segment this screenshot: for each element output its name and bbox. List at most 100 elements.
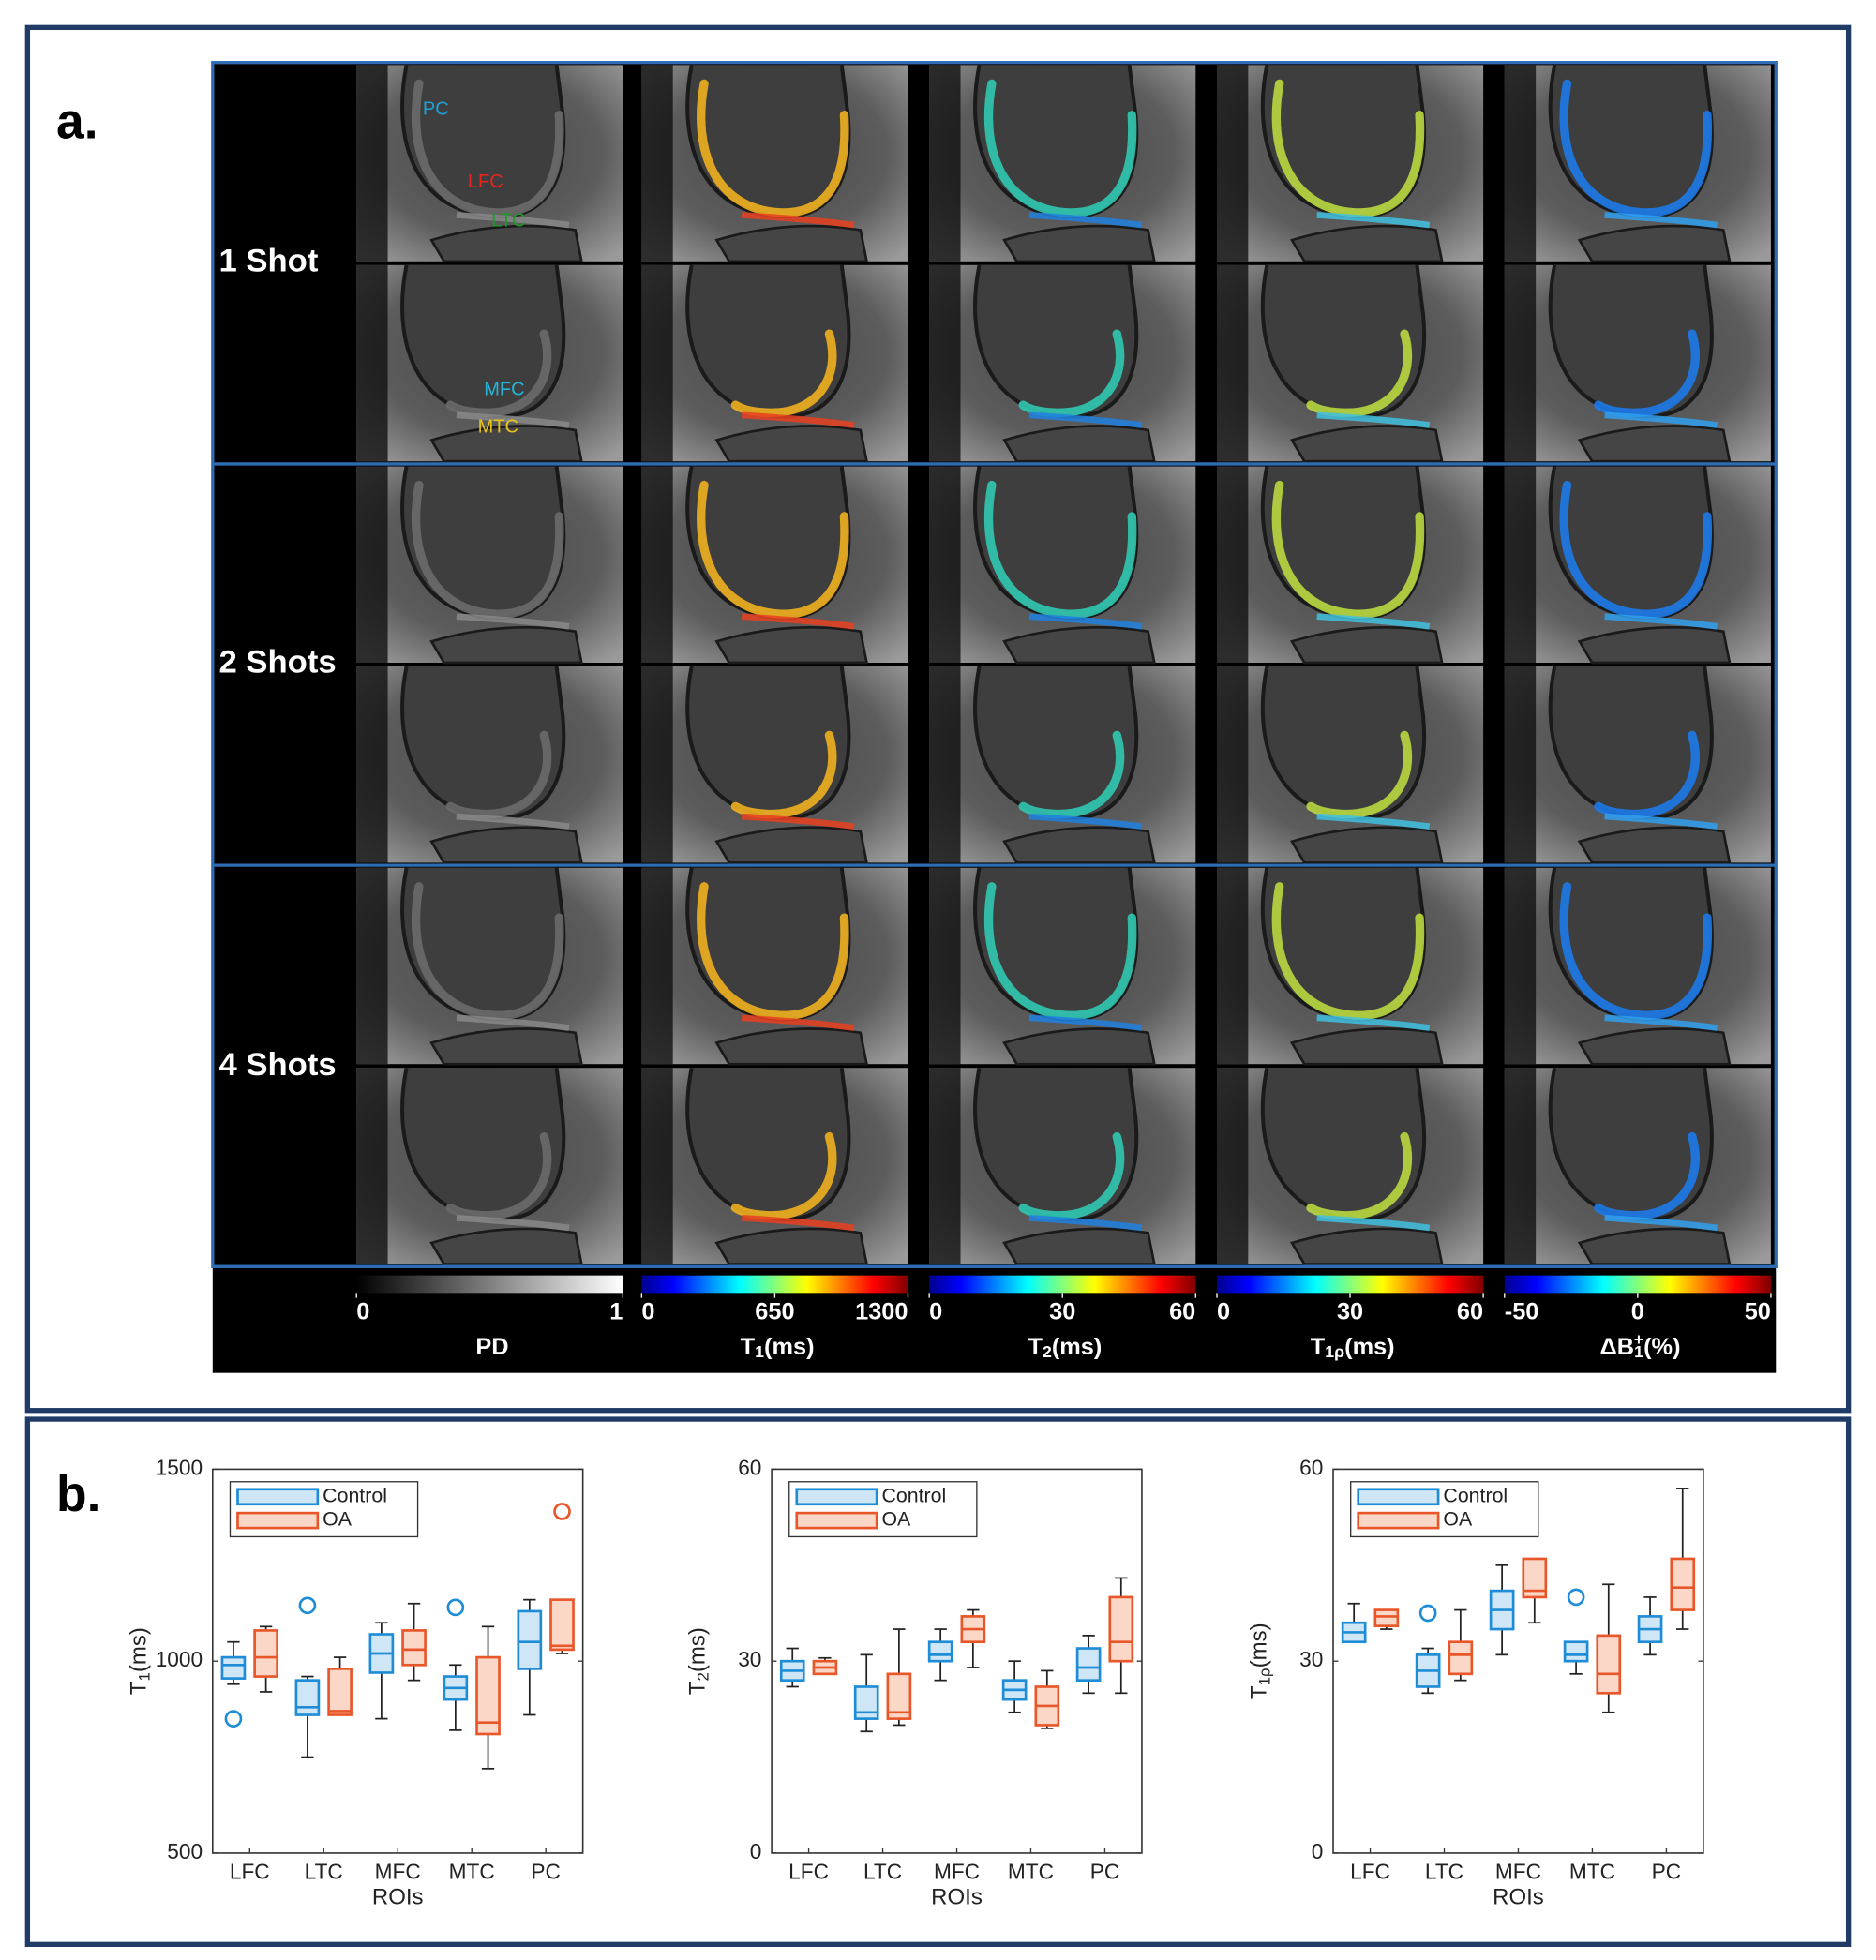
cartilage	[412, 480, 564, 619]
mri-dark-edge	[356, 867, 388, 1065]
mri-dark-edge	[641, 65, 673, 262]
colorbar-tick-label: 50	[1745, 1298, 1771, 1324]
legend-swatch	[795, 1488, 878, 1506]
tibia-outline	[714, 625, 869, 665]
legend-label: Control	[1443, 1484, 1508, 1506]
colorbar-title: T1(ms)	[741, 1334, 815, 1361]
x-tick-label: PC	[531, 1859, 560, 1883]
mri-tile	[641, 867, 908, 1066]
mri-dark-edge	[641, 1068, 673, 1264]
y-tick-label: 30	[1299, 1647, 1323, 1671]
mri-dark-edge	[929, 1068, 961, 1264]
box	[220, 1655, 247, 1680]
row-group-label: 2 Shots	[218, 644, 336, 680]
cartilage	[1028, 613, 1143, 630]
mri-tile	[641, 466, 908, 665]
y-axis-label-part: (ms)	[127, 1627, 152, 1672]
box	[853, 1685, 879, 1720]
colorbar-title: T2(ms)	[1028, 1334, 1102, 1361]
mri-dark-edge	[641, 264, 673, 462]
tibia-outline	[1290, 826, 1444, 864]
cartilage	[730, 730, 837, 819]
mri-dark-edge	[1216, 264, 1249, 462]
mri-tile	[929, 264, 1196, 463]
cartilage	[1018, 329, 1125, 417]
legend-label: Control	[323, 1484, 387, 1506]
mri-dark-edge	[929, 867, 961, 1065]
colorbar	[356, 1275, 623, 1294]
roi-label: MFC	[484, 379, 524, 399]
colorbar-title-part: T	[741, 1334, 756, 1360]
legend-swatch	[795, 1511, 878, 1530]
mri-tile	[356, 466, 623, 665]
mri-dark-edge	[1216, 666, 1249, 863]
tibia-outline	[1577, 1227, 1732, 1265]
cartilage	[456, 1014, 570, 1031]
cartilage	[1028, 411, 1143, 428]
legend-swatch	[236, 1511, 320, 1530]
y-tick-label: 0	[1312, 1839, 1324, 1863]
box	[1596, 1634, 1622, 1695]
mri-dark-edge	[1216, 1068, 1249, 1264]
tibia-outline	[429, 1027, 583, 1066]
box	[1373, 1608, 1400, 1627]
tibia-outline	[1577, 425, 1732, 463]
colorbar-tick-label: 0	[1217, 1298, 1230, 1324]
cartilage	[1306, 1131, 1413, 1220]
mri-tile	[1504, 264, 1771, 463]
colorbar-tick-label: 0	[641, 1298, 654, 1324]
legend-label: OA	[881, 1508, 911, 1531]
y-axis-label: T2(ms)	[685, 1627, 712, 1695]
cartilage	[456, 813, 570, 830]
colorbar-title-part: ΔB	[1600, 1334, 1635, 1360]
outlier	[224, 1710, 243, 1728]
mri-tile	[929, 64, 1196, 263]
cartilage	[412, 882, 564, 1020]
colorbar-tick-label: 60	[1169, 1298, 1195, 1324]
y-tick-label: 0	[750, 1839, 762, 1863]
tibia-outline	[1290, 625, 1444, 665]
roi-label: PC	[423, 99, 449, 120]
cartilage	[1604, 1014, 1718, 1031]
cartilage	[1316, 813, 1431, 830]
mri-dark-edge	[356, 466, 388, 664]
y-axis-label: T1(ms)	[127, 1627, 153, 1695]
cartilage	[730, 1131, 837, 1220]
x-tick-label: MTC	[449, 1859, 495, 1883]
colorbar-tick-label: 0	[929, 1298, 942, 1324]
cartilage	[1316, 1214, 1431, 1232]
colorbar-title-part: (ms)	[1052, 1334, 1102, 1360]
panel-label: a.	[56, 94, 98, 149]
tibia-outline	[1577, 224, 1732, 263]
outlier	[1418, 1604, 1437, 1623]
y-axis-label-part: T	[685, 1681, 711, 1695]
colorbar-title-part: (%)	[1643, 1334, 1680, 1360]
outlier	[1567, 1588, 1585, 1607]
x-axis-label: ROIs	[1493, 1884, 1544, 1909]
roi-label: MTC	[478, 416, 518, 437]
outlier	[446, 1598, 465, 1617]
y-tick-label: 30	[738, 1647, 761, 1671]
mri-tile	[929, 867, 1196, 1066]
cartilage	[741, 1014, 855, 1031]
mri-dark-edge	[1504, 466, 1537, 664]
tibia-outline	[429, 625, 583, 665]
cartilage	[1271, 882, 1425, 1020]
x-tick-label: MFC	[1495, 1859, 1541, 1883]
x-tick-label: MFC	[934, 1859, 980, 1883]
cartilage	[1018, 1131, 1125, 1220]
mri-tile	[356, 867, 623, 1066]
tibia-outline	[714, 1227, 869, 1265]
cartilage	[1559, 882, 1713, 1020]
cartilage	[1604, 613, 1718, 630]
mri-dark-edge	[929, 65, 961, 262]
colorbar-tick-label: 60	[1457, 1298, 1483, 1324]
panel-label: b.	[56, 1467, 100, 1522]
tibia-outline	[429, 1227, 583, 1265]
cartilage	[697, 79, 849, 217]
tibia-outline	[714, 224, 869, 263]
tibia-outline	[1002, 826, 1156, 864]
y-tick-label: 500	[167, 1839, 203, 1863]
y-axis-label-part: 2	[694, 1672, 712, 1681]
